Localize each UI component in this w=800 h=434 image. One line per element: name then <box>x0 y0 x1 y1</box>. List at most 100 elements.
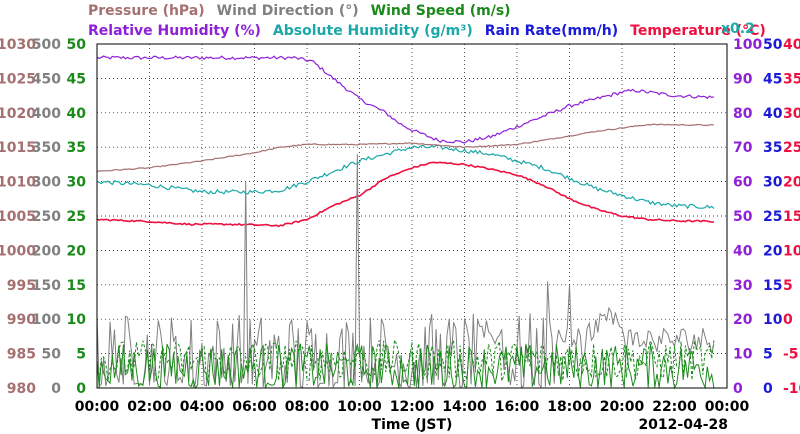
ytick-wind-direction: 400 <box>32 106 61 122</box>
ytick-pressure: 985 <box>7 347 36 363</box>
ytick-rain-rate: 50 <box>763 37 783 53</box>
ytick-humidity: 90 <box>733 71 753 87</box>
ytick-pressure: 1030 <box>0 37 36 53</box>
ytick-rain-rate: 35 <box>763 140 782 156</box>
ytick-wind-direction: 0 <box>51 381 61 397</box>
ytick-pressure: 995 <box>7 278 36 294</box>
ytick-rain-rate: 20 <box>763 243 783 259</box>
ytick-humidity: 10 <box>733 347 753 363</box>
ytick-pressure: 1015 <box>0 140 36 156</box>
ytick-wind-speed: 30 <box>67 175 87 191</box>
ytick-temperature: 15 <box>783 209 800 225</box>
legend-item-temperature-c: Temperature (°C) <box>630 23 766 39</box>
xtick: 08:00 <box>285 399 330 415</box>
xtick: 10:00 <box>337 399 382 415</box>
ytick-temperature: 10 <box>783 243 800 259</box>
ytick-pressure: 1010 <box>0 175 36 191</box>
ytick-wind-speed: 5 <box>76 347 86 363</box>
ytick-humidity: 100 <box>733 37 762 53</box>
ytick-wind-speed: 35 <box>67 140 86 156</box>
ytick-rain-rate: 10 <box>763 312 783 328</box>
ytick-rain-rate: 30 <box>763 175 783 191</box>
ytick-wind-direction: 150 <box>32 278 61 294</box>
legend-item-relative-humidity: Relative Humidity (%) <box>88 23 261 39</box>
ytick-pressure: 980 <box>7 381 36 397</box>
xtick: 18:00 <box>547 399 592 415</box>
ytick-wind-speed: 15 <box>67 278 86 294</box>
ytick-temperature: 30 <box>783 106 800 122</box>
ytick-rain-rate: 25 <box>763 209 782 225</box>
ytick-wind-speed: 40 <box>67 106 87 122</box>
ytick-wind-direction: 200 <box>32 243 61 259</box>
xtick: 16:00 <box>495 399 540 415</box>
legend-item-pressure-hpa: Pressure (hPa) <box>88 3 205 19</box>
ytick-wind-direction: 500 <box>32 37 61 53</box>
ytick-pressure: 990 <box>7 312 36 328</box>
xtick: 04:00 <box>180 399 225 415</box>
xtick: 20:00 <box>600 399 645 415</box>
xtick: 00:00 <box>705 399 750 415</box>
series-pressure-pressure-hpa <box>96 123 714 173</box>
ytick-wind-speed: 50 <box>67 37 87 53</box>
ytick-temperature: 25 <box>783 140 800 156</box>
ytick-temperature: 20 <box>783 175 800 191</box>
ytick-pressure: 1025 <box>0 71 36 87</box>
xtick: 00:00 <box>75 399 120 415</box>
ytick-rain-rate: 5 <box>763 347 773 363</box>
ytick-humidity: 50 <box>733 209 753 225</box>
ytick-temperature: 40 <box>783 37 800 53</box>
series-wind-speed-wind-speed-m-s-gust <box>96 338 715 382</box>
date-label: 2012-04-28 <box>638 417 728 433</box>
xtick: 22:00 <box>652 399 697 415</box>
ytick-temperature: 35 <box>783 71 800 87</box>
ytick-temperature: 5 <box>783 278 793 294</box>
x-axis-label: Time (JST) <box>372 417 453 433</box>
ytick-rain-rate: 0 <box>763 381 773 397</box>
ytick-humidity: 20 <box>733 312 753 328</box>
ytick-rain-rate: 45 <box>763 71 782 87</box>
ytick-humidity: 70 <box>733 140 753 156</box>
ytick-wind-speed: 20 <box>67 243 87 259</box>
series-humidity-relative-humidity <box>96 55 715 144</box>
xtick: 02:00 <box>127 399 172 415</box>
series-temperature-temperature-c <box>96 161 714 228</box>
ytick-wind-direction: 250 <box>32 209 61 225</box>
scale-note: x0.2 <box>721 21 755 37</box>
xtick: 14:00 <box>442 399 487 415</box>
xtick: 06:00 <box>232 399 277 415</box>
ytick-wind-speed: 10 <box>67 312 87 328</box>
ytick-humidity: 60 <box>733 175 753 191</box>
ytick-wind-direction: 350 <box>32 140 61 156</box>
legend-item-wind-direction: Wind Direction (°) <box>217 3 359 19</box>
ytick-rain-rate: 15 <box>763 278 782 294</box>
xtick: 12:00 <box>390 399 435 415</box>
series-humidity-absolute-humidity-g-m <box>96 144 715 210</box>
ytick-pressure: 1005 <box>0 209 36 225</box>
ytick-wind-speed: 25 <box>67 209 86 225</box>
ytick-temperature: -5 <box>783 347 799 363</box>
legend-item-wind-speed-m-s: Wind Speed (m/s) <box>371 3 511 19</box>
legend-item-absolute-humidity-g-m: Absolute Humidity (g/m³) <box>273 23 473 39</box>
ytick-wind-speed: 45 <box>67 71 86 87</box>
ytick-wind-direction: 450 <box>32 71 61 87</box>
ytick-humidity: 0 <box>733 381 743 397</box>
ytick-temperature: -10 <box>783 381 800 397</box>
legend-row1: Pressure (hPa) Wind Direction (°) Wind Spe… <box>88 3 511 19</box>
ytick-temperature: 0 <box>783 312 793 328</box>
ytick-wind-direction: 50 <box>42 347 62 363</box>
ytick-humidity: 80 <box>733 106 753 122</box>
series-wind-speed-wind-speed-m-s <box>96 342 715 390</box>
series-wind-direction-wind-direction <box>96 154 715 390</box>
ytick-wind-direction: 300 <box>32 175 61 191</box>
ytick-pressure: 1000 <box>0 243 36 259</box>
ytick-rain-rate: 40 <box>763 106 783 122</box>
legend-row2: Relative Humidity (%) Absolute Humidity (… <box>88 23 766 39</box>
ytick-pressure: 1020 <box>0 106 36 122</box>
ytick-humidity: 40 <box>733 243 753 259</box>
ytick-humidity: 30 <box>733 278 753 294</box>
ytick-wind-direction: 100 <box>32 312 61 328</box>
plot-frame <box>96 43 728 389</box>
legend-item-rain-rate-mm-h: Rain Rate(mm/h) <box>485 23 618 39</box>
ytick-wind-speed: 0 <box>76 381 86 397</box>
